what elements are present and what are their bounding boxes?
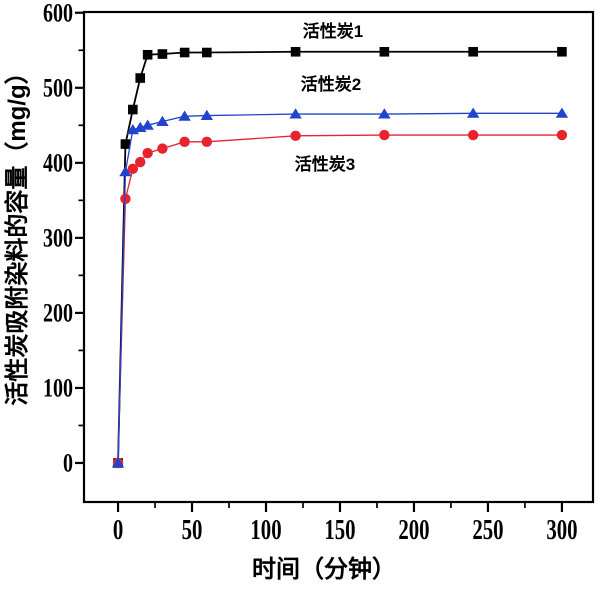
marker-square bbox=[179, 47, 190, 58]
y-tick-label: 300 bbox=[43, 223, 73, 252]
marker-circle bbox=[135, 156, 146, 168]
marker-square bbox=[468, 46, 478, 57]
x-tick-label: 150 bbox=[324, 515, 355, 546]
marker-triangle bbox=[178, 110, 191, 121]
marker-square bbox=[202, 47, 212, 58]
marker-triangle bbox=[200, 109, 214, 120]
marker-circle bbox=[142, 147, 153, 159]
marker-square bbox=[128, 104, 138, 115]
marker-circle bbox=[120, 193, 131, 205]
data-series bbox=[112, 129, 568, 469]
x-tick-label: 50 bbox=[182, 515, 203, 546]
marker-circle bbox=[157, 143, 168, 154]
x-tick-label: 100 bbox=[250, 515, 281, 546]
marker-square bbox=[135, 73, 146, 83]
y-tick-label: 400 bbox=[43, 148, 73, 177]
series-line bbox=[117, 134, 562, 463]
x-axis-title: 时间（分钟） bbox=[252, 556, 396, 583]
marker-circle bbox=[127, 163, 139, 175]
series-annotation: 活性炭2 bbox=[301, 74, 361, 94]
plot-frame-layer bbox=[82, 10, 595, 504]
marker-square bbox=[157, 49, 168, 59]
marker-circle bbox=[179, 136, 190, 148]
y-tick-label: 0 bbox=[63, 448, 73, 477]
marker-circle bbox=[201, 136, 213, 148]
x-tick-label: 250 bbox=[472, 515, 503, 546]
marker-square bbox=[120, 139, 131, 149]
marker-triangle bbox=[555, 107, 569, 118]
marker-triangle bbox=[378, 108, 391, 119]
plot-frame bbox=[82, 10, 595, 504]
x-tick-label: 0 bbox=[113, 515, 123, 546]
series-annotation: 活性炭3 bbox=[295, 154, 355, 174]
x-tick-label: 200 bbox=[398, 515, 429, 546]
y-axis-title: 活性炭吸附染料的容量（mg/g） bbox=[3, 60, 31, 405]
marker-square bbox=[290, 46, 301, 57]
data-series bbox=[111, 107, 569, 468]
marker-triangle bbox=[466, 107, 480, 118]
marker-circle bbox=[379, 129, 390, 141]
y-tick-label: 200 bbox=[43, 298, 73, 327]
marker-circle bbox=[290, 130, 301, 142]
marker-triangle bbox=[156, 115, 169, 126]
y-tick-label: 100 bbox=[43, 373, 73, 402]
marker-triangle bbox=[141, 119, 154, 130]
series-line bbox=[117, 50, 562, 464]
marker-square bbox=[142, 49, 153, 60]
marker-square bbox=[379, 46, 390, 57]
data-series bbox=[113, 46, 567, 468]
marker-triangle bbox=[111, 457, 125, 468]
marker-triangle bbox=[119, 166, 132, 177]
marker-square bbox=[557, 46, 567, 57]
y-tick-label: 500 bbox=[43, 73, 73, 102]
series-line bbox=[117, 112, 562, 463]
series-annotation: 活性炭1 bbox=[303, 21, 363, 41]
marker-triangle bbox=[289, 108, 302, 119]
series-annotations-layer: 活性炭1 活性炭2 活性炭3 bbox=[295, 21, 363, 174]
y-tick-label: 600 bbox=[43, 0, 73, 27]
marker-circle bbox=[556, 129, 568, 141]
axis-ticks-layer: 0 100 200 300 400 500 600 0 50 100 150 200 250 300 bbox=[43, 0, 578, 546]
data-series-layer bbox=[111, 46, 569, 469]
x-tick-label: 300 bbox=[546, 515, 577, 546]
marker-circle bbox=[467, 129, 479, 141]
